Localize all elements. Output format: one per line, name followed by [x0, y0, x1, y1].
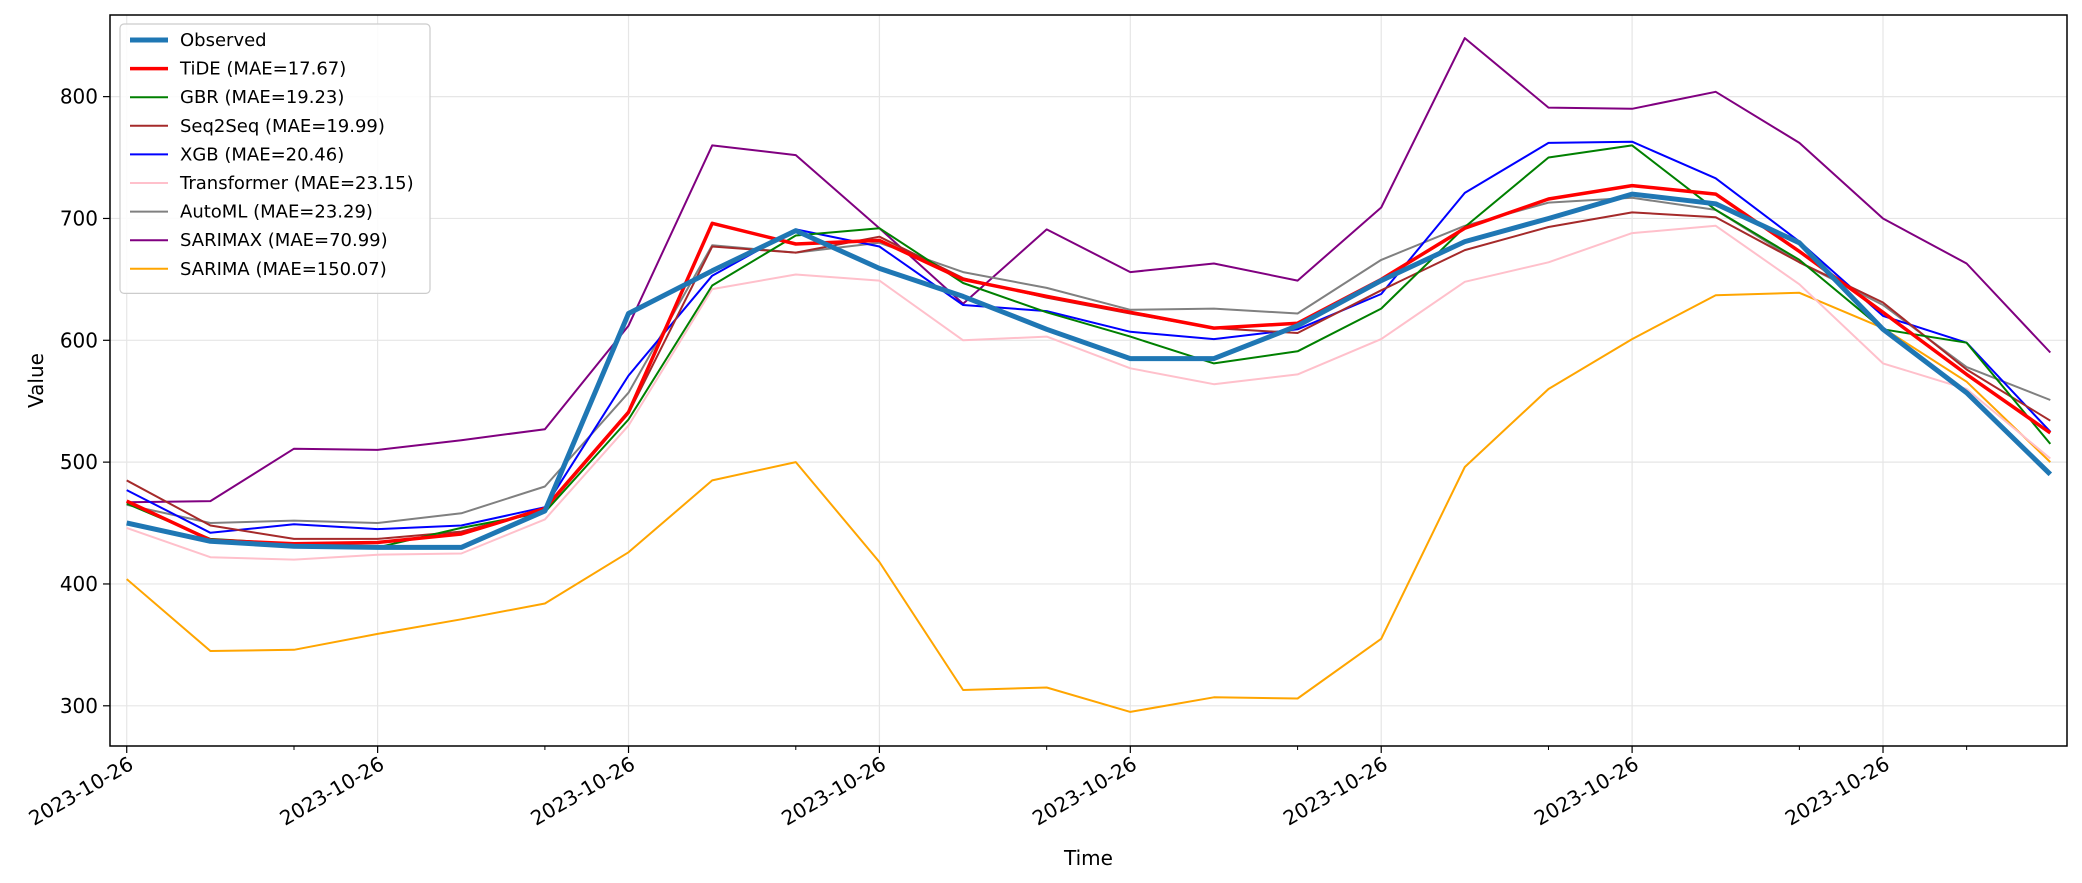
legend: Observed TiDE (MAE=17.67) GBR (MAE=19.23) S…: [119, 23, 431, 294]
legend-label: Seq2Seq (MAE=19.99): [180, 116, 385, 137]
y-tick-label: 800: [60, 85, 98, 109]
x-tick-label: 2023-10-26: [275, 752, 388, 831]
series-line: [126, 291, 2051, 713]
grid-layer: [110, 15, 2067, 746]
series-line: [126, 144, 2052, 549]
x-tick-label: 2023-10-26: [526, 752, 639, 831]
x-tick-label: 2023-10-26: [1279, 752, 1392, 831]
legend-label: Observed: [180, 30, 267, 51]
series-layer: [125, 37, 2053, 713]
x-tick-label: 2023-10-26: [1781, 752, 1894, 831]
plot-frame: [109, 14, 2068, 747]
series-line: [125, 183, 2052, 546]
y-tick-label: 400: [60, 572, 98, 596]
legend-label: TiDE (MAE=17.67): [179, 59, 346, 80]
series-line: [126, 37, 2052, 504]
legend-label: SARIMA (MAE=150.07): [180, 259, 387, 280]
series-line: [126, 140, 2052, 534]
legend-label: AutoML (MAE=23.29): [180, 202, 373, 223]
series-line: [126, 191, 2053, 550]
x-tick-label: 2023-10-26: [1028, 752, 1141, 831]
legend-label: XGB (MAE=20.46): [180, 144, 344, 165]
x-tick-label: 2023-10-26: [25, 752, 138, 831]
y-axis-label: Value: [24, 353, 48, 408]
legend-label: SARIMAX (MAE=70.99): [180, 230, 388, 251]
y-tick-label: 500: [60, 450, 98, 474]
legend-label: Transformer (MAE=23.15): [179, 173, 414, 194]
legend-label: GBR (MAE=19.23): [180, 87, 344, 108]
y-tick-label: 700: [60, 206, 98, 230]
x-tick-label: 2023-10-26: [1530, 752, 1643, 831]
y-tick-label: 600: [60, 328, 98, 352]
series-line: [126, 224, 2051, 561]
legend-box: [119, 23, 431, 294]
x-axis-label: Time: [1063, 846, 1113, 870]
y-tick-label: 300: [60, 694, 98, 718]
x-tick-label: 2023-10-26: [777, 752, 890, 831]
